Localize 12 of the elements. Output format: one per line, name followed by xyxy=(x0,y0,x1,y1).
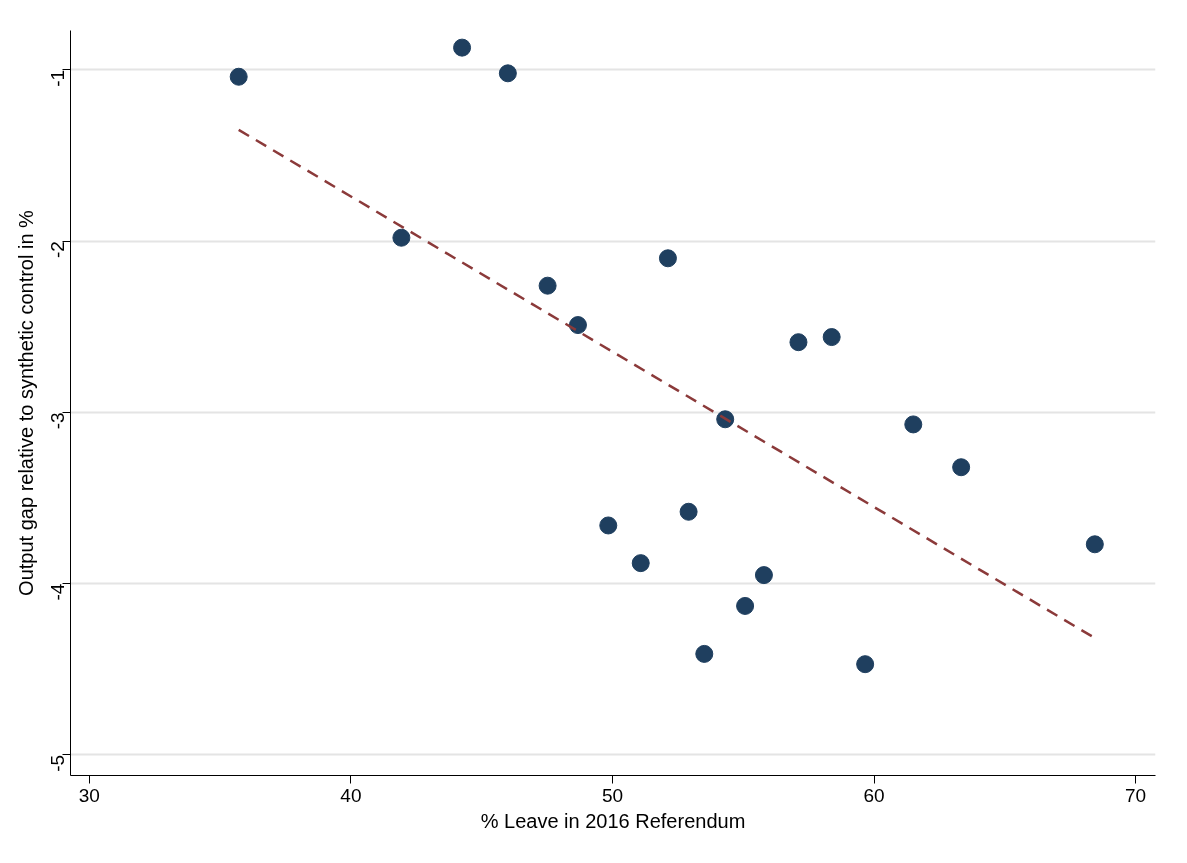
x-tick-label: 50 xyxy=(601,784,624,806)
x-tick-label: 70 xyxy=(1125,784,1147,806)
x-tick-label: 60 xyxy=(863,784,885,806)
x-tick-label: 40 xyxy=(340,784,362,806)
y-tick-label: -3 xyxy=(47,412,68,430)
y-tick-label: -1 xyxy=(47,69,68,87)
y-axis-title: Output gap relative to synthetic control in % xyxy=(14,209,37,596)
y-tick-label: -5 xyxy=(47,754,68,772)
y-tick-label: -2 xyxy=(47,241,68,259)
y-tick-label: -4 xyxy=(47,583,68,601)
x-axis-title: % Leave in 2016 Referendum xyxy=(480,809,746,832)
x-tick-label: 30 xyxy=(78,784,100,806)
